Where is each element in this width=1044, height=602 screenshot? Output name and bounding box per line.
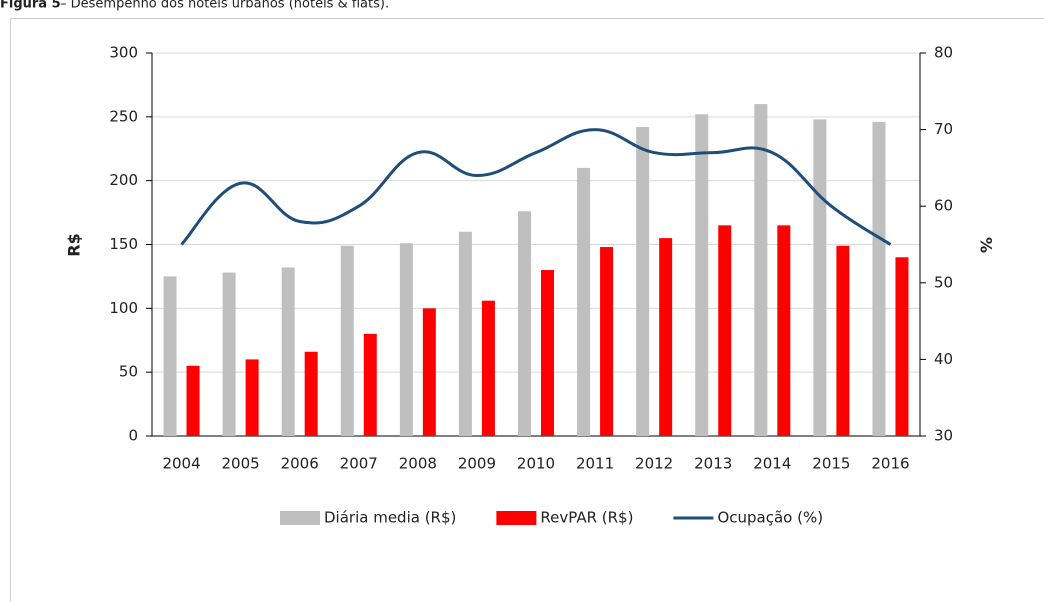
- bar: [458, 231, 472, 436]
- bar: [541, 270, 554, 436]
- bar: [304, 351, 318, 436]
- bar: [836, 245, 850, 436]
- bar: [281, 267, 295, 436]
- x-tick-label: 2004: [162, 455, 200, 473]
- y-axis-title: R$: [65, 233, 84, 256]
- bar: [777, 225, 791, 436]
- bar: [340, 245, 354, 436]
- frame: [10, 18, 1044, 602]
- y2-tick-label: 60: [934, 197, 953, 215]
- bar: [600, 247, 614, 436]
- bar: [813, 119, 827, 437]
- y2-axis-title: %: [977, 237, 996, 253]
- x-tick-label: 2010: [517, 455, 555, 473]
- y2-tick-label: 30: [934, 427, 953, 445]
- bar: [245, 359, 259, 436]
- legend-swatch: [280, 511, 320, 525]
- y2-tick-label: 50: [934, 273, 953, 291]
- legend-label: RevPAR (R$): [540, 509, 633, 527]
- bar: [636, 127, 650, 437]
- x-tick-label: 2012: [635, 455, 673, 473]
- x-tick-label: 2015: [812, 455, 850, 473]
- line: [180, 128, 892, 246]
- bar: [718, 225, 732, 436]
- bar: [518, 211, 531, 436]
- bar: [481, 300, 495, 436]
- y-tick-label: 200: [109, 171, 138, 189]
- y-tick-label: 50: [119, 363, 138, 381]
- x-tick-label: 2006: [281, 455, 319, 473]
- x-tick-label: 2008: [399, 455, 437, 473]
- y-tick-label: 150: [109, 235, 138, 253]
- bar: [186, 365, 200, 436]
- bar: [895, 257, 909, 436]
- bar: [577, 167, 591, 436]
- y-tick-label: 0: [128, 427, 138, 445]
- x-tick-label: 2005: [222, 455, 260, 473]
- bar: [163, 276, 177, 436]
- x-tick-label: 2007: [340, 455, 378, 473]
- y-tick-label: 250: [109, 107, 138, 125]
- bar: [399, 243, 413, 436]
- bar: [422, 308, 436, 436]
- x-tick-label: 2011: [576, 455, 614, 473]
- legend-label: Ocupação (%): [717, 509, 823, 527]
- bar: [659, 238, 673, 436]
- legend-label: Diária media (R$): [324, 509, 456, 527]
- legend-swatch: [496, 511, 537, 525]
- y2-tick-label: 80: [934, 44, 953, 62]
- x-tick-label: 2016: [871, 455, 909, 473]
- y2-tick-label: 40: [934, 350, 953, 368]
- x-tick-label: 2013: [694, 455, 732, 473]
- bar: [754, 104, 768, 437]
- bar: [872, 121, 886, 436]
- figure-label: Figura 5: [0, 0, 61, 12]
- x-tick-label: 2009: [458, 455, 496, 473]
- y2-tick-label: 70: [934, 120, 953, 138]
- caption: – Desempenho dos hotéis urbanos (hotéis …: [60, 0, 389, 12]
- y-tick-label: 300: [109, 44, 138, 62]
- x-tick-label: 2014: [753, 455, 791, 473]
- y-tick-label: 100: [109, 299, 138, 317]
- bar: [363, 333, 377, 436]
- bar: [222, 272, 236, 436]
- bar: [695, 114, 709, 436]
